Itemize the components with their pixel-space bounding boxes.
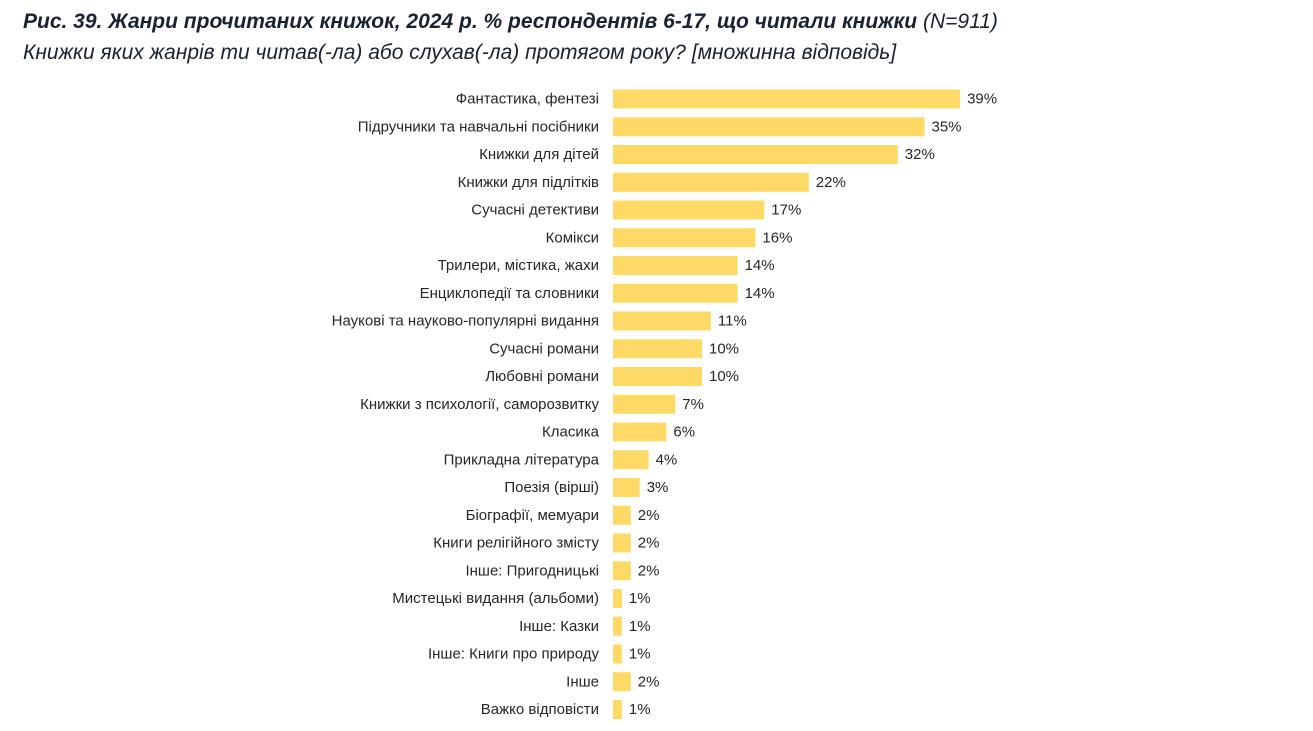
bar (613, 700, 622, 719)
figure-caption: Рис. 39. Жанри прочитаних книжок, 2024 р… (23, 6, 1293, 68)
value-label: 1% (629, 701, 651, 718)
category-label: Прикладна література (444, 451, 600, 468)
bar (613, 589, 622, 608)
category-label: Інше (566, 673, 599, 690)
value-label: 1% (629, 618, 651, 635)
bar (613, 283, 738, 303)
category-label: Фантастика, фентезі (456, 91, 599, 108)
category-label: Важко відповісти (481, 701, 599, 718)
bar (613, 422, 667, 442)
value-label: 1% (629, 646, 651, 663)
value-label: 6% (673, 424, 695, 441)
category-label: Любовні романи (485, 368, 599, 385)
value-label: 2% (638, 562, 660, 579)
bar (613, 172, 809, 192)
value-label: 39% (967, 91, 997, 108)
value-label: 2% (638, 535, 660, 552)
bar (613, 505, 631, 525)
survey-question: Книжки яких жанрів ти читав(-ла) або слу… (23, 41, 897, 64)
category-label: Сучасні детективи (471, 202, 599, 219)
bar (613, 561, 631, 581)
bar (613, 228, 756, 248)
value-label: 32% (905, 146, 935, 163)
category-label: Книги релігійного змісту (433, 535, 599, 552)
category-label: Книжки для дітей (479, 146, 599, 163)
category-label: Інше: Книги про природу (428, 646, 600, 663)
category-label: Біографії, мемуари (466, 507, 599, 524)
value-label: 16% (762, 229, 792, 246)
category-label: Наукові та науково-популярні видання (332, 313, 599, 330)
figure-title: Рис. 39. Жанри прочитаних книжок, 2024 р… (23, 10, 918, 33)
bar (613, 450, 649, 470)
value-label: 14% (745, 257, 775, 274)
value-label: 11% (718, 313, 747, 330)
category-label: Класика (542, 424, 600, 441)
category-label: Комікси (546, 229, 599, 246)
bar (613, 200, 765, 220)
value-label: 17% (771, 202, 801, 219)
value-label: 4% (656, 451, 678, 468)
bar (613, 339, 702, 359)
value-label: 1% (629, 590, 651, 607)
bar (613, 89, 961, 109)
category-label: Книжки для підлітків (458, 174, 599, 191)
category-label: Підручники та навчальні посібники (358, 118, 599, 135)
value-label: 3% (647, 479, 669, 496)
category-label: Трилери, містика, жахи (438, 257, 599, 274)
bar (613, 616, 622, 636)
category-label: Сучасні романи (489, 340, 599, 357)
category-label: Книжки з психології, саморозвитку (360, 396, 599, 413)
bar (613, 367, 702, 386)
category-label: Енциклопедії та словники (420, 285, 599, 302)
figure-title-line: Рис. 39. Жанри прочитаних книжок, 2024 р… (23, 6, 1293, 37)
value-label: 10% (709, 368, 739, 385)
category-label: Інше: Казки (519, 618, 599, 635)
bar (613, 256, 738, 275)
value-label: 2% (638, 673, 660, 690)
bar (613, 478, 640, 497)
value-label: 2% (638, 507, 660, 524)
category-label: Інше: Пригодницькі (465, 562, 599, 579)
bar (613, 311, 711, 331)
bar (613, 117, 925, 137)
category-label: Поезія (вірші) (504, 479, 599, 496)
value-label: 35% (932, 118, 962, 135)
value-label: 7% (682, 396, 704, 413)
bar (613, 145, 898, 164)
sample-size: (N=911) (922, 10, 998, 33)
value-label: 22% (816, 174, 846, 191)
bar (613, 644, 622, 664)
bar (613, 672, 631, 692)
category-label: Мистецькі видання (альбоми) (392, 590, 599, 607)
value-label: 10% (709, 340, 739, 357)
value-label: 14% (745, 285, 775, 302)
bar (613, 394, 676, 414)
bar (613, 533, 631, 553)
